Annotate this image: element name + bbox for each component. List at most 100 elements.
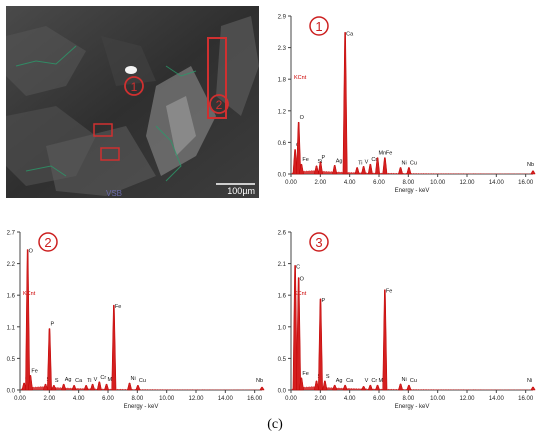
peak-label: Ni <box>527 378 532 384</box>
spectrum-peak <box>259 386 265 391</box>
sem-footer-text: VSB <box>106 189 122 198</box>
peak-label: Ti <box>87 378 91 384</box>
peak-label: Cr <box>371 378 377 384</box>
peak-label: Ni <box>131 376 136 382</box>
sem-marker-1-circle <box>124 76 144 96</box>
peak-label: Fe <box>386 289 392 295</box>
peak-label: V <box>365 378 369 384</box>
spectrum-peak <box>322 380 328 391</box>
peak-label: Ni <box>402 377 407 383</box>
y-tick-label: 0.5 <box>7 357 16 363</box>
peak-label: Ca <box>346 31 354 37</box>
spectrum-peak <box>375 157 381 175</box>
eds-spectrum-2: 0.0 0.5 1.1 1.6 2.2 2.7 0.00 2.00 4.00 6.00 8.00 10… <box>7 231 265 410</box>
y-tick-label: 2.7 <box>7 231 16 237</box>
panel-marker-label: 1 <box>315 19 322 34</box>
peak-label: O <box>29 249 34 255</box>
peak-label: Fe <box>302 371 308 377</box>
eds-spectrum-3: 0.0 0.5 1.0 1.6 2.1 2.6 0.00 2.00 4.00 6.00 8.00 10… <box>278 231 536 410</box>
sem-marker-2: 2 <box>216 98 223 112</box>
x-axis-label: Energy - keV <box>395 188 430 194</box>
y-tick-label: 1.0 <box>278 325 287 331</box>
spectrum-peak <box>111 304 117 391</box>
x-tick-label: 0.00 <box>14 396 26 402</box>
x-tick-label: 14.00 <box>218 396 234 402</box>
y-tick-label: 0.0 <box>278 389 287 395</box>
peak-label: Cu <box>410 160 417 166</box>
y-tick-label: 0.5 <box>278 357 287 363</box>
sem-scale-bar-label: 100µm <box>227 186 255 196</box>
peak-label: P <box>321 155 325 161</box>
spectrum-peak <box>51 385 57 391</box>
spectrum-peak <box>332 384 338 391</box>
eds-spectrum-1: 0.0 0.6 1.2 1.8 2.3 2.9 0.00 2.00 4.00 6.00 8.00 10… <box>278 15 536 194</box>
y-axis-label: KCnt <box>294 291 307 297</box>
spectrum-peak <box>298 163 304 175</box>
x-tick-label: 6.00 <box>373 180 385 186</box>
y-tick-label: 0.6 <box>278 141 287 147</box>
spectrum-peak <box>367 384 373 391</box>
x-axis-label: Energy - keV <box>124 404 159 410</box>
peak-label: Ca <box>75 378 83 384</box>
x-tick-label: 0.00 <box>285 396 297 402</box>
sem-region-box-a <box>93 123 113 137</box>
spectrum-peak <box>135 385 141 391</box>
spectrum-peak <box>292 149 298 175</box>
sem-image: 1 2 100µm VSB <box>6 6 259 198</box>
y-tick-label: 0.0 <box>278 173 287 179</box>
y-tick-label: 1.2 <box>278 109 287 115</box>
peak-label: O <box>300 277 305 283</box>
peak-label: Mn <box>379 378 387 384</box>
peak-label: Ag <box>336 158 343 164</box>
panel-marker-label: 2 <box>44 235 51 250</box>
x-tick-label: 6.00 <box>373 396 385 402</box>
x-tick-label: 6.00 <box>102 396 114 402</box>
spectrum-peak <box>25 249 31 391</box>
spectrum-peak <box>530 170 536 175</box>
x-tick-label: 10.00 <box>430 396 446 402</box>
spectrum-peak <box>314 380 320 391</box>
spectrum-peak <box>47 328 52 391</box>
peak-label: P <box>50 322 54 328</box>
peak-label: Fe <box>386 151 392 157</box>
spectrum-peak <box>90 383 96 391</box>
spectrum-peak <box>317 161 323 175</box>
x-tick-label: 16.00 <box>247 396 263 402</box>
x-tick-label: 4.00 <box>73 396 85 402</box>
y-tick-label: 1.1 <box>7 325 16 331</box>
x-axis-label: Energy - keV <box>395 404 430 410</box>
spectrum-peak <box>398 167 404 175</box>
y-tick-label: 1.8 <box>278 78 287 84</box>
spectrum-peak <box>406 167 412 175</box>
peak-label: Ni <box>402 160 407 166</box>
spectrum-background <box>291 386 533 390</box>
x-tick-label: 10.00 <box>430 180 446 186</box>
x-tick-label: 16.00 <box>518 396 534 402</box>
spectrum-peak <box>367 163 373 175</box>
sem-marker-1: 1 <box>131 80 138 94</box>
y-tick-label: 2.3 <box>278 46 287 52</box>
peak-label: Nb <box>527 162 534 168</box>
peak-label: Ag <box>65 377 72 383</box>
x-tick-label: 12.00 <box>459 396 475 402</box>
peak-label: Cr <box>100 375 106 381</box>
spectrum-peak <box>382 157 388 175</box>
peak-label: Cr <box>371 157 377 163</box>
peak-label: Ca <box>346 378 354 384</box>
spectrum-peak <box>314 165 320 175</box>
spectrum-peak <box>318 298 323 391</box>
spectrum-background <box>291 170 533 174</box>
peak-label: P <box>321 298 325 304</box>
spectrum-peak <box>42 383 49 391</box>
sem-particle <box>125 66 137 74</box>
spectrum-peak <box>354 167 360 175</box>
peak-label: V <box>94 377 98 383</box>
peak-label: Mn <box>108 377 116 383</box>
peak-label: S <box>326 374 330 380</box>
spectrum-peak <box>342 384 348 391</box>
peak-label: Mn <box>379 151 387 157</box>
x-tick-label: 8.00 <box>402 396 414 402</box>
panel-marker-circle <box>38 232 58 252</box>
x-tick-label: 12.00 <box>459 180 475 186</box>
